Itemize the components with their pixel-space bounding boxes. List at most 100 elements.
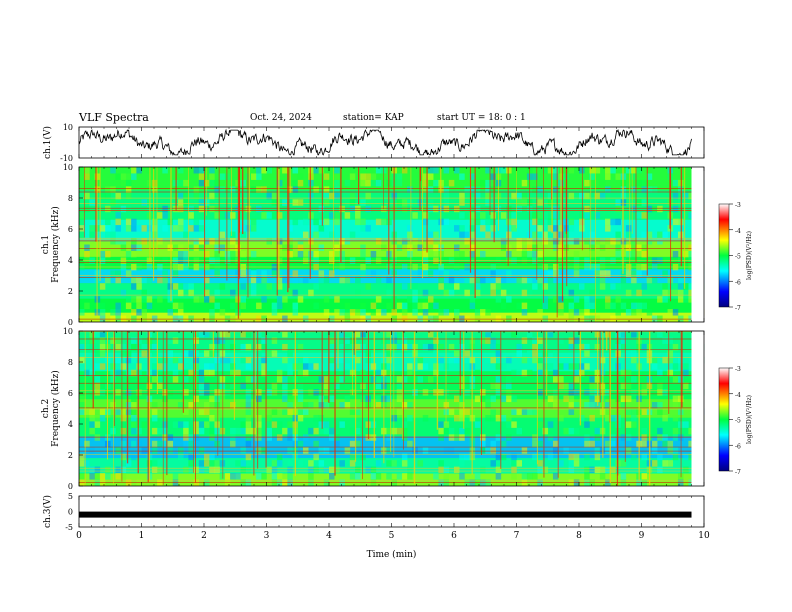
ch1-spectrogram-cell <box>177 205 184 213</box>
ch2-spectrogram-cell <box>454 350 460 357</box>
ch1-spectrogram-cell <box>646 238 653 245</box>
ch1-spectrogram-cell <box>370 309 377 316</box>
ch2-spectrogram-cell <box>219 460 226 467</box>
ch1-spectrogram-cell <box>177 179 184 187</box>
ch2-spectrogram-cell <box>375 376 382 383</box>
ch1-spectrogram-cell <box>688 283 694 290</box>
ch2-spectrogram-cell <box>438 421 444 428</box>
ch2-spectrogram-cell <box>172 376 179 383</box>
ch2-spectrogram-cell <box>198 408 205 415</box>
ch1-spectrogram-cell <box>631 244 637 251</box>
ch2-spectrogram-cell <box>276 460 283 467</box>
ch2-spectrogram-cell <box>349 473 356 480</box>
ch2-spectrogram-cell <box>177 453 184 461</box>
ch2-spectrogram-cell <box>683 363 689 370</box>
ch1-spectrogram-cell <box>167 244 174 251</box>
ch1-spectrogram-cell <box>172 225 179 232</box>
ch2-spectrogram-cell <box>256 350 262 357</box>
ch2-spectrogram-cell <box>136 337 142 344</box>
ch1-spectrogram-cell <box>120 238 127 245</box>
ch2-spectrogram-cell <box>110 337 116 344</box>
ch1-spectrogram-cell <box>448 289 455 297</box>
ch2-spectrogram-cell <box>427 343 434 351</box>
ch1-spectrogram-colorbar-label: log(PSD)(V²/Hz) <box>746 231 753 280</box>
ch1-spectrogram-cell <box>485 167 491 174</box>
ch2-spectrogram-cell <box>89 369 95 377</box>
ch1-spectrogram-cell <box>297 199 304 206</box>
ch2-spectrogram-cell <box>120 466 127 474</box>
ch2-spectrogram-cell <box>94 473 101 480</box>
ch2-spectrogram-cell <box>521 369 528 377</box>
ch2-spectrogram-cell <box>162 427 168 435</box>
ch1-spectrogram-cell <box>240 296 246 303</box>
ch1-spectrogram-cell <box>276 186 283 193</box>
ch1-spectrogram-cell <box>584 296 590 303</box>
ch2-spectrogram-cell <box>188 460 194 467</box>
ch2-spectrogram-cell <box>256 427 262 435</box>
ch2-spectrogram-colorbar-tick-label: -3 <box>735 366 741 373</box>
ch1-spectrogram-cell <box>172 289 179 297</box>
ch2-spectrogram-cell <box>683 421 689 428</box>
ch2-spectrogram-cell <box>490 447 496 454</box>
ch2-spectrogram-cell <box>204 408 210 415</box>
ch1-spectrogram-cell <box>500 302 507 310</box>
ch2-spectrogram-cell <box>204 382 210 390</box>
ch1-spectrogram-cell <box>506 296 512 303</box>
ch2-spectrogram-cell <box>485 447 491 454</box>
ch2-spectrogram-cell <box>183 369 189 377</box>
ch2-spectrogram-cell <box>287 350 293 357</box>
ch2-spectrogram-cell <box>667 337 674 344</box>
ch1-spectrogram-cell <box>433 179 439 187</box>
ch1-spectrogram-cell <box>297 250 304 258</box>
ch2-spectrogram-y-tick-label: 8 <box>68 358 73 367</box>
ch2-spectrogram-cell <box>641 343 648 351</box>
ch2-spectrogram-cell <box>662 440 668 448</box>
ch1-spectrogram-cell <box>224 212 231 219</box>
ch1-spectrogram-cell <box>558 283 564 290</box>
ch1-spectrogram-cell <box>115 225 121 232</box>
ch1-spectrogram-cell <box>271 270 278 277</box>
ch1-spectrogram-cell <box>375 276 382 284</box>
ch1-spectrogram-cell <box>615 250 621 258</box>
ch1-spectrogram-cell <box>230 212 236 219</box>
ch1-spectrogram-cell <box>115 309 121 316</box>
ch1-spectrogram-cell <box>610 167 616 174</box>
ch1-spectrogram-cell <box>610 302 616 310</box>
ch1-spectrogram-cell <box>105 225 111 232</box>
ch1-spectrogram-cell <box>245 167 252 174</box>
ch1-spectrogram-cell <box>261 270 267 277</box>
ch2-spectrogram-cell <box>641 408 648 415</box>
ch1-spectrogram-cell <box>589 231 595 239</box>
ch1-spectrogram-cell <box>631 238 637 245</box>
ch1-spectrogram-cell <box>110 309 116 316</box>
ch1-spectrogram-cell <box>214 205 220 213</box>
ch1-spectrogram-cell <box>329 212 335 219</box>
ch2-spectrogram-channel-label: ch.2 <box>41 399 51 418</box>
ch2-spectrogram-cell <box>631 453 637 461</box>
ch2-spectrogram-cell <box>396 473 403 480</box>
ch1-spectrogram-cell <box>99 225 106 232</box>
ch1-spectrogram-cell <box>219 231 226 239</box>
ch2-spectrogram-cell <box>532 473 538 480</box>
ch1-spectrogram-cell <box>339 205 345 213</box>
ch1-spectrogram-cell <box>443 309 450 316</box>
ch1-spectrogram-cell <box>349 192 356 200</box>
ch1-spectrogram-cell <box>407 231 413 239</box>
ch1-spectrogram-cell <box>651 276 658 284</box>
ch2-spectrogram-cell <box>125 350 132 357</box>
ch2-spectrogram-cell <box>558 382 564 390</box>
ch1-spectrogram-cell <box>563 283 569 290</box>
ch1-spectrogram-cell <box>375 167 382 174</box>
ch2-spectrogram-cell <box>209 466 215 474</box>
ch1-spectrogram-cell <box>537 231 543 239</box>
ch1-spectrogram-cell <box>125 205 132 213</box>
ch1-spectrogram-cell <box>573 309 580 316</box>
ch2-spectrogram-cell <box>302 408 309 415</box>
ch2-spectrogram-cell <box>459 473 465 480</box>
ch2-spectrogram-cell <box>495 382 502 390</box>
ch1-spectrogram-cell <box>125 225 132 232</box>
ch1-spectrogram-cell <box>209 173 215 180</box>
ch2-spectrogram-cell <box>370 466 377 474</box>
ch2-spectrogram-cell <box>219 473 226 480</box>
ch1-spectrogram-cell <box>131 244 137 251</box>
